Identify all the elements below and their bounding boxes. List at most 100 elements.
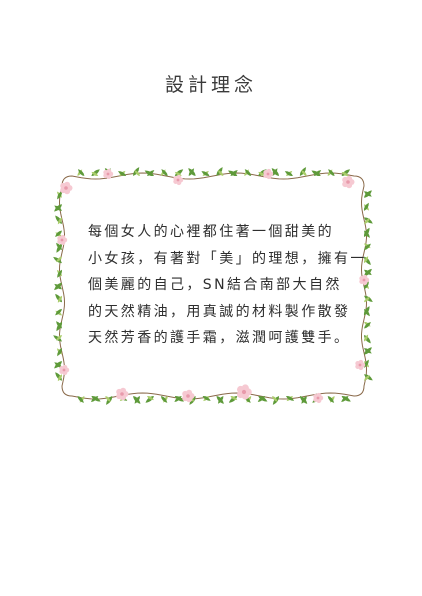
leaf-icon [56, 243, 63, 253]
leaf-icon [301, 170, 307, 176]
flower-center-icon [358, 363, 362, 367]
flower-petal-icon [362, 274, 368, 280]
leaf-icon [144, 170, 154, 177]
flower-petal-icon [60, 234, 66, 240]
flower-center-icon [176, 178, 180, 182]
leaf-icon [201, 171, 210, 177]
paragraph-line: 的天然精油，用真誠的材料製作散發 [88, 303, 351, 320]
leaf-icon [91, 171, 99, 177]
paragraph-line: 天然芳香的護手霜，滋潤呵護雙手。 [88, 330, 351, 346]
leaf-icon [228, 170, 238, 177]
leaf-icon [216, 396, 224, 404]
leaf-icon [258, 171, 266, 177]
page-title: 設計理念 [164, 74, 257, 96]
leaf-icon [57, 217, 63, 225]
leaf-icon [363, 202, 369, 211]
leaf-icon [363, 334, 369, 342]
leaf-icon [188, 168, 196, 176]
leaf-icon [363, 281, 369, 290]
leaf-icon [284, 171, 293, 177]
leaf-icon [54, 361, 62, 369]
leaf-icon [327, 396, 335, 403]
paragraph-line: 小女孩，有著對「美」的理想，擁有一 [88, 250, 367, 267]
leaf-icon [363, 306, 370, 316]
flower-center-icon [362, 278, 366, 282]
leaf-icon [258, 395, 268, 402]
flower-center-icon [186, 394, 190, 398]
leaf-icon [56, 335, 62, 341]
leaf-icon [147, 395, 154, 401]
flower-center-icon [266, 172, 270, 176]
leaf-icon [286, 395, 295, 401]
leaf-icon [202, 170, 209, 176]
leaf-icon [77, 396, 84, 403]
flower-petal-icon [346, 175, 353, 182]
leaf-icon [117, 171, 127, 177]
leaf-icon [272, 396, 278, 402]
flower-petal-icon [106, 168, 112, 174]
leaf-icon [363, 256, 369, 264]
flower-center-icon [62, 368, 66, 372]
leaf-icon [364, 243, 371, 251]
leaf-icon [311, 170, 321, 177]
flower-center-icon [106, 172, 110, 176]
flower-petal-icon [176, 174, 182, 180]
leaf-icon [364, 375, 370, 381]
leaf-icon [54, 204, 62, 212]
paragraph-line: 每個女人的心裡都住著一個甜美的 [88, 224, 334, 240]
leaf-icon [341, 395, 351, 402]
leaf-icon [133, 396, 141, 404]
leaf-icon [363, 359, 369, 368]
leaf-icon [56, 321, 63, 332]
leaf-icon [57, 295, 63, 303]
leaf-icon [57, 191, 63, 200]
leaf-icon [134, 170, 140, 176]
leaf-icon [77, 169, 85, 176]
design-concept-paragraph: 每個女人的心裡都住著一個甜美的 小女孩，有著對「美」的理想，擁有一 個美麗的自己… [88, 219, 367, 352]
leaf-icon [54, 282, 62, 291]
leaf-icon [364, 296, 370, 303]
leaf-icon [299, 396, 308, 404]
leaf-icon [364, 190, 372, 198]
leaf-icon [57, 269, 63, 278]
leaf-icon [363, 227, 370, 237]
leaf-icon [286, 396, 293, 402]
leaf-icon [244, 169, 252, 176]
flower-petal-icon [241, 384, 249, 392]
leaf-icon [55, 308, 62, 316]
leaf-icon [174, 395, 185, 402]
flower-petal-icon [62, 364, 68, 370]
leaf-icon [364, 347, 372, 355]
leaf-icon [91, 395, 101, 402]
leaf-icon [364, 268, 372, 277]
vine-stem [58, 172, 368, 400]
leaf-icon [57, 374, 63, 382]
flower-petal-icon [358, 359, 364, 365]
leaf-icon [174, 171, 182, 177]
paragraph-line: 個美麗的自己，SN結合南部大自然 [88, 277, 342, 293]
leaf-icon [202, 395, 211, 401]
leaf-icon [160, 396, 168, 403]
leaf-icon [271, 168, 279, 176]
flower-center-icon [316, 396, 320, 400]
flower-center-icon [120, 392, 124, 396]
leaf-icon [161, 169, 168, 176]
flower-petal-icon [186, 389, 193, 396]
leaf-icon [328, 169, 335, 176]
flower-center-icon [241, 389, 247, 395]
leaf-icon [217, 170, 224, 176]
flower-center-icon [64, 186, 68, 190]
floral-vine-frame [48, 160, 378, 412]
vine-border-illustration [53, 167, 373, 405]
leaf-icon [364, 322, 371, 329]
leaf-icon [364, 218, 370, 224]
leaf-icon [55, 230, 62, 237]
leaf-icon [341, 171, 349, 177]
flower-petal-icon [316, 392, 322, 398]
flower-petal-icon [64, 181, 71, 188]
flower-petal-icon [120, 387, 127, 394]
leaf-icon [56, 256, 62, 263]
leaf-icon [105, 396, 111, 402]
leaf-icon [57, 348, 63, 357]
leaf-icon [286, 170, 293, 176]
